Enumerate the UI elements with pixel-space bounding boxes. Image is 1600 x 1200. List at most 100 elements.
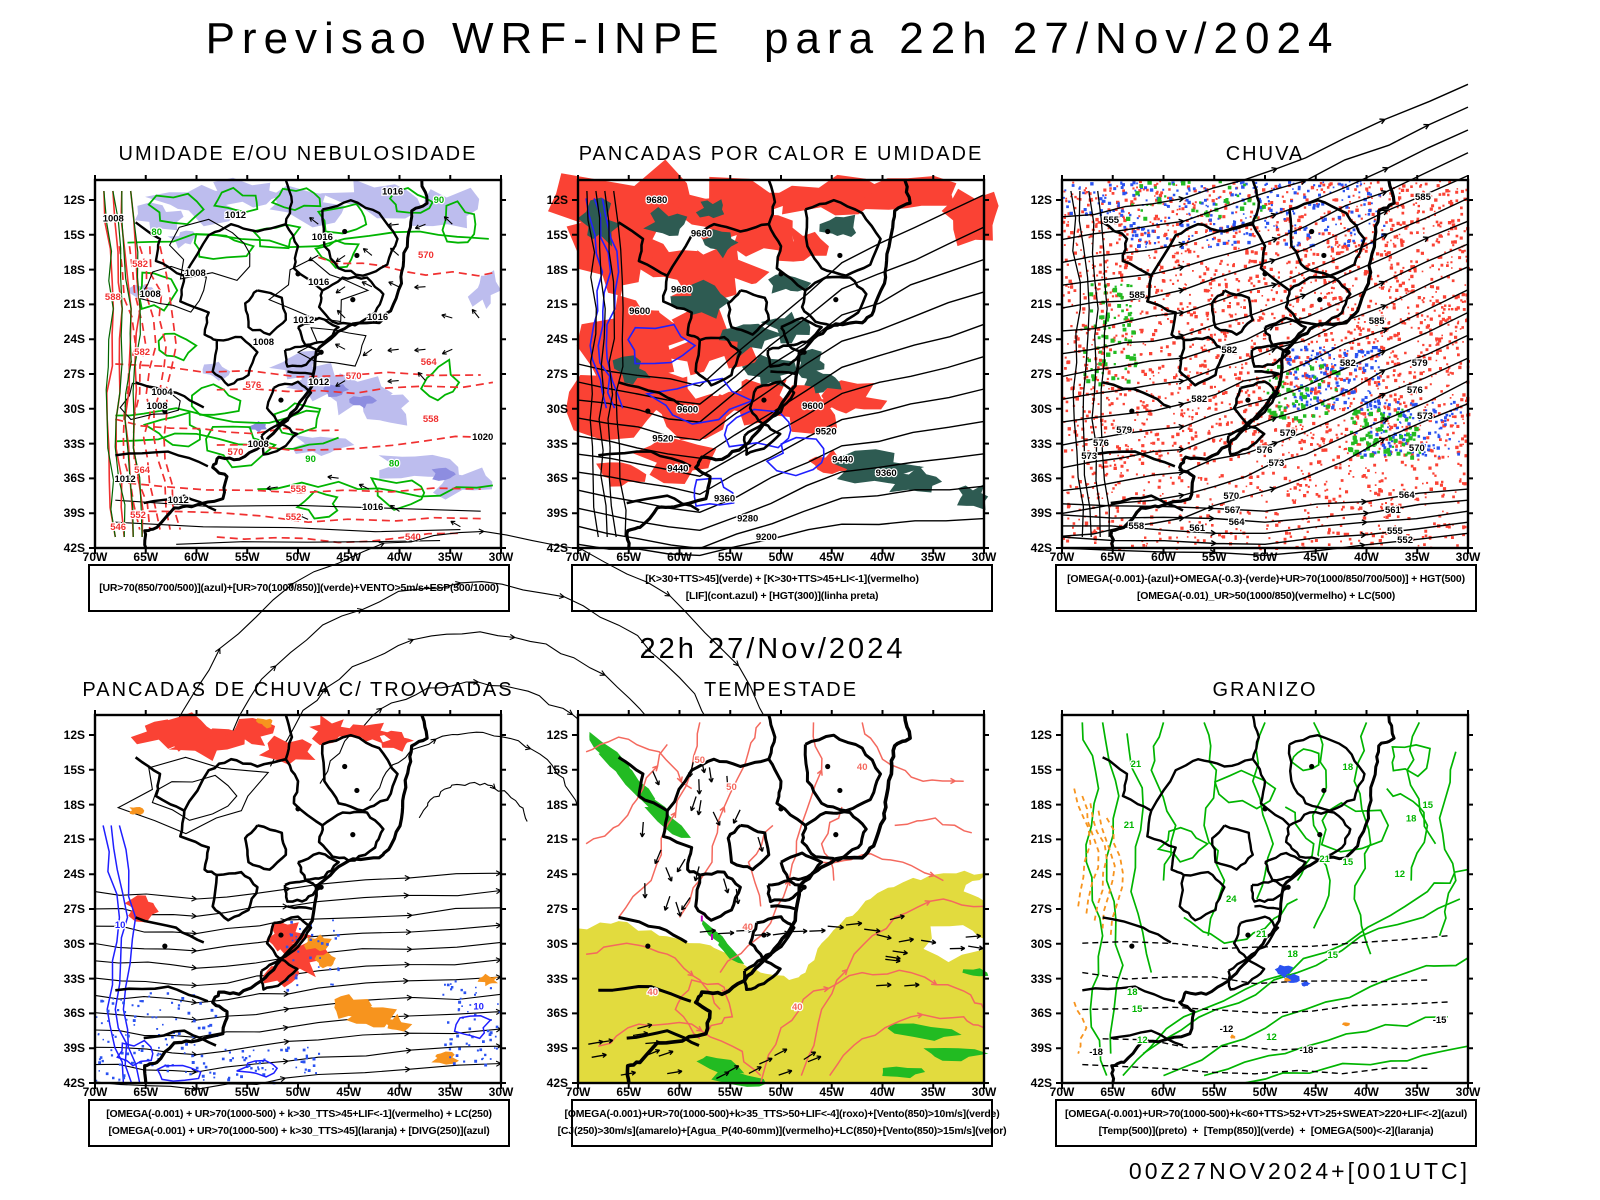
lat-tick-label: 42S — [63, 541, 85, 555]
contour-label: 564 — [1229, 517, 1246, 528]
contour-label: 90 — [305, 454, 316, 465]
contour-label: 12 — [1137, 1035, 1148, 1046]
caption-box-chuva: [OMEGA(-0.001)-(azul)+OMEGA(-0.3)-(verde… — [1055, 564, 1477, 612]
contour-label: 21 — [1131, 759, 1142, 770]
lat-tick-label: 12S — [546, 728, 568, 742]
caption-box-pancadas-calor: [K>30+TTS>45](verde) + [K>30+TTS>45+LI<-… — [571, 564, 993, 612]
contour-label: -18 — [1300, 1045, 1314, 1056]
contour-label: 552 — [286, 512, 302, 523]
contour-label: 12 — [1395, 869, 1406, 880]
map-umidade: 1008 1012 1016 1016 1008 1016 1008 1012 1016 1008… — [89, 175, 506, 554]
contour-label: 585 — [1415, 192, 1432, 203]
lat-tick-label: 21S — [546, 297, 568, 312]
lat-tick-label: 30S — [63, 401, 85, 416]
contour-label: 1016 — [382, 187, 403, 198]
caption-line: [OMEGA(-0.001) + UR>70(1000-500) + k>30_… — [108, 1125, 490, 1137]
caption-line: [OMEGA(-0.001)+UR>70(1000-500)+k<60+TTS>… — [1064, 1108, 1468, 1120]
contour-label: 1016 — [362, 502, 383, 513]
contour-label: 561 — [1385, 505, 1402, 516]
lon-tick-label: 55W — [1201, 550, 1227, 564]
lon-tick-label: 50W — [768, 550, 794, 564]
lon-tick-label: 65W — [133, 550, 159, 564]
contour-label: 10 — [115, 920, 126, 931]
lat-tick-label: 12S — [1030, 193, 1052, 207]
contour-label: 18 — [1287, 949, 1298, 960]
contour-label: -18 — [1089, 1047, 1103, 1058]
lon-tick-label: 35W — [437, 1085, 463, 1099]
contour-label: 40 — [742, 922, 753, 933]
map-tempestade: 40 50 50 40 40 40 — [572, 710, 1003, 1089]
lon-tick-label: 30W — [971, 1085, 997, 1099]
contour-label: 579 — [1412, 358, 1428, 369]
lat-tick-label: 33S — [546, 971, 568, 986]
caption-box-umidade: [UR>70(850/700/500)](azul)+[UR>70(1000/8… — [88, 564, 510, 612]
lon-tick-label: 60W — [1151, 550, 1176, 564]
contour-label: 561 — [1189, 523, 1206, 534]
lat-tick-label: 12S — [1030, 728, 1052, 742]
contour-label: 9360 — [714, 494, 735, 505]
contour-label: 40 — [792, 1002, 803, 1013]
lat-tick-label: 18S — [63, 262, 85, 277]
contour-label: 40 — [857, 762, 868, 773]
map-pancadas-calor: 9680 9680 9680 9600 9600 9600 9520 9520 9440 9440… — [548, 159, 999, 557]
lat-tick-label: 24S — [63, 332, 85, 347]
lat-tick-label: 36S — [63, 1006, 85, 1021]
lat-tick-label: 18S — [1030, 797, 1052, 812]
map-granizo: 21 18 15 21 21 15 12 24 21 18 15 18 15 12 12 18 -12 -15 -1… — [1056, 710, 1473, 1089]
contour-label: 579 — [1116, 425, 1132, 436]
contour-label: 1012 — [114, 474, 135, 485]
contour-label: 564 — [421, 357, 438, 368]
contour-label: 552 — [130, 510, 146, 521]
lon-tick-label: 50W — [768, 1085, 794, 1099]
lon-tick-label: 70W — [1049, 550, 1075, 564]
caption-line: [LIF](cont.azul) + [HGT(300)](linha pret… — [685, 590, 879, 602]
contour-label: 9600 — [802, 401, 823, 412]
contour-label: 576 — [245, 380, 261, 391]
contour-label: 9280 — [737, 514, 758, 525]
lon-tick-label: 65W — [616, 1085, 642, 1099]
caption-line: [OMEGA(-0.001) + UR>70(1000-500) + k>30_… — [106, 1108, 492, 1120]
lat-tick-label: 15S — [546, 762, 568, 777]
contour-label: -12 — [1220, 1024, 1234, 1035]
lat-tick-label: 42S — [1030, 541, 1052, 555]
lon-tick-label: 60W — [667, 1085, 692, 1099]
contour-label: 555 — [1103, 215, 1120, 226]
contour-label: 9360 — [876, 468, 897, 479]
contour-label: 585 — [1369, 316, 1386, 327]
caption-line: [CJ(250)>30m/s](amarelo)+[Agua_P(40-60mm… — [557, 1125, 1007, 1137]
contour-label: 15 — [1423, 800, 1434, 811]
lon-tick-label: 35W — [920, 550, 946, 564]
caption-line: [UR>70(850/700/500)](azul)+[UR>70(1000/8… — [99, 581, 499, 594]
lat-tick-label: 42S — [546, 1076, 568, 1090]
lon-tick-label: 70W — [82, 550, 108, 564]
contour-label: 1012 — [308, 377, 329, 388]
panel-title-chuva: CHUVA — [1225, 143, 1305, 165]
lon-tick-label: 50W — [285, 1085, 311, 1099]
contour-label: 567 — [1225, 505, 1241, 516]
contour-label: 21 — [1256, 929, 1267, 940]
panel-title-trovoadas: PANCADAS DE CHUVA C/ TROVOADAS — [82, 679, 514, 701]
lon-tick-label: 45W — [336, 1085, 362, 1099]
lon-tick-label: 60W — [184, 1085, 209, 1099]
lat-tick-label: 12S — [546, 193, 568, 207]
lon-tick-label: 40W — [387, 1085, 412, 1099]
lon-tick-label: 30W — [488, 550, 514, 564]
lat-tick-label: 30S — [546, 936, 568, 951]
contour-label: 582 — [1191, 394, 1207, 405]
contour-label: 582 — [132, 259, 148, 270]
lat-tick-label: 18S — [1030, 262, 1052, 277]
lon-tick-label: 45W — [819, 550, 845, 564]
contour-label: 1020 — [472, 432, 493, 443]
lat-tick-label: 21S — [63, 297, 85, 312]
lat-tick-label: 30S — [546, 401, 568, 416]
contour-label: 585 — [1129, 290, 1146, 301]
lon-tick-label: 30W — [1455, 550, 1481, 564]
panel-title-pancadas-calor: PANCADAS POR CALOR E UMIDADE — [578, 143, 984, 165]
lon-tick-label: 45W — [336, 550, 362, 564]
lat-tick-label: 33S — [63, 971, 85, 986]
lon-tick-label: 60W — [184, 550, 209, 564]
lon-tick-label: 40W — [1354, 550, 1379, 564]
lat-tick-label: 33S — [1030, 971, 1052, 986]
lat-tick-label: 15S — [63, 227, 85, 242]
